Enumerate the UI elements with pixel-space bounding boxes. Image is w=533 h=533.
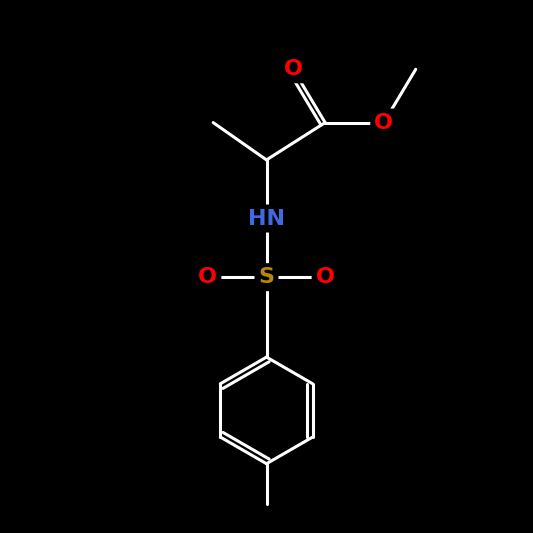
Text: O: O <box>198 267 217 287</box>
Text: O: O <box>316 267 335 287</box>
Text: HN: HN <box>248 208 285 229</box>
Text: O: O <box>374 112 393 133</box>
Text: S: S <box>259 267 274 287</box>
Text: O: O <box>284 59 303 79</box>
